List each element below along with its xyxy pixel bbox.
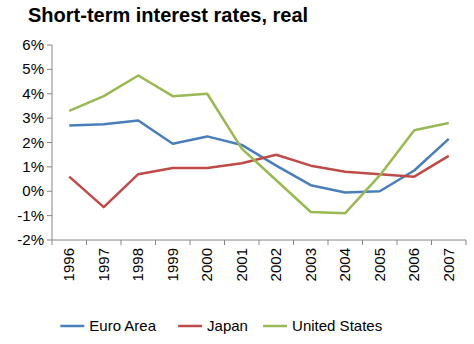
x-tick (259, 240, 260, 245)
x-tick-label: 1997 (95, 248, 112, 281)
y-tick-label: -1% (17, 207, 44, 224)
x-tick-label: 2003 (302, 248, 319, 281)
x-tick (121, 240, 122, 245)
y-tick (47, 215, 52, 216)
x-tick-label: 2000 (198, 248, 215, 281)
legend-swatch (60, 325, 84, 328)
x-tick-label: 1998 (129, 248, 146, 281)
x-tick (397, 240, 398, 245)
legend-swatch (263, 325, 287, 328)
x-tick-label: 1999 (164, 248, 181, 281)
y-tick (47, 69, 52, 70)
x-tick-label: 2007 (440, 248, 457, 281)
y-tick (47, 93, 52, 94)
x-tick (224, 240, 225, 245)
x-tick (431, 240, 432, 245)
chart: Short-term interest rates, real -2% -1% 0% 1… (0, 0, 474, 344)
y-tick (47, 166, 52, 167)
y-tick-label: 4% (22, 85, 44, 102)
x-tick (190, 240, 191, 245)
y-tick-label: 1% (22, 158, 44, 175)
y-tick (47, 191, 52, 192)
plot-area (69, 75, 449, 213)
y-tick-label: 3% (22, 109, 44, 126)
x-tick (362, 240, 363, 245)
x-tick-label: 2006 (405, 248, 422, 281)
series-line (69, 155, 449, 207)
x-tick-label: 1996 (60, 248, 77, 281)
x-tick (52, 240, 53, 245)
x-tick (328, 240, 329, 245)
legend-label: Japan (207, 317, 248, 334)
y-tick (47, 45, 52, 46)
x-tick-label: 2001 (233, 248, 250, 281)
x-tick (155, 240, 156, 245)
x-tick (466, 240, 467, 245)
legend-label: United States (292, 317, 382, 334)
title: Short-term interest rates, real (28, 4, 308, 26)
series-line (69, 75, 449, 213)
x-tick (86, 240, 87, 245)
y-tick (47, 142, 52, 143)
y-tick (47, 118, 52, 119)
x-tick (293, 240, 294, 245)
x-tick-label: 2002 (267, 248, 284, 281)
y-tick-label: -2% (17, 231, 44, 248)
legend-label: Euro Area (89, 317, 156, 334)
y-tick-label: 5% (22, 60, 44, 77)
legend-swatch (178, 325, 202, 328)
y-tick-label: 0% (22, 182, 44, 199)
x-tick-label: 2004 (336, 248, 353, 281)
y-tick-label: 2% (22, 134, 44, 151)
y-tick-label: 6% (22, 36, 44, 53)
y-tick (47, 240, 52, 241)
x-tick-label: 2005 (371, 248, 388, 281)
series-line (69, 121, 449, 193)
